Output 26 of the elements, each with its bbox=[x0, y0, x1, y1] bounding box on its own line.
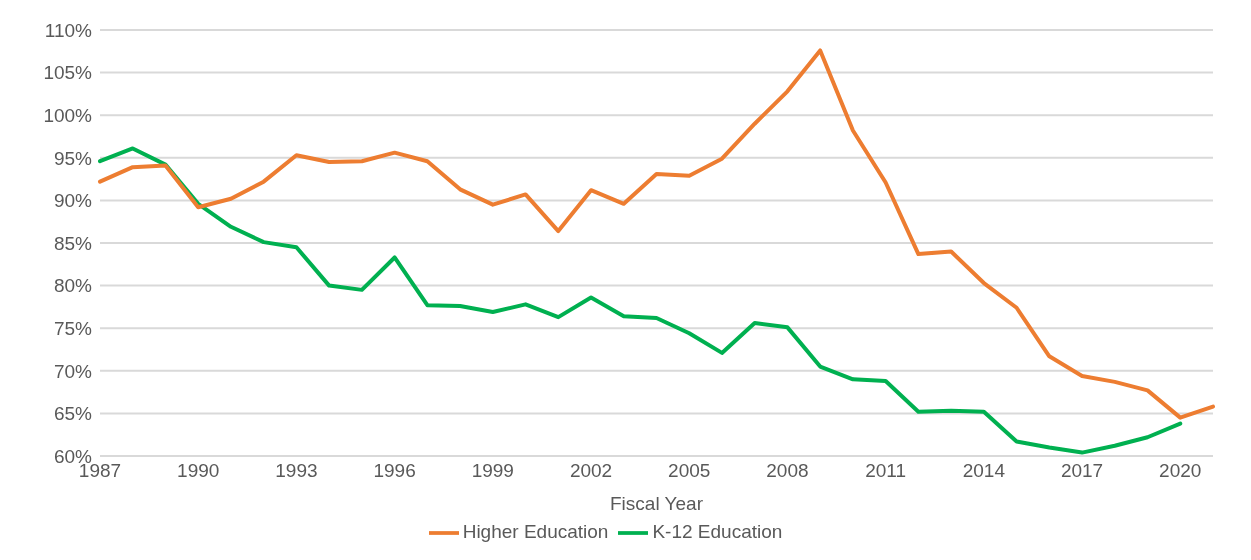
y-tick-label: 95% bbox=[53, 147, 93, 169]
line-series bbox=[98, 48, 1215, 420]
x-tick-label: 2002 bbox=[569, 460, 613, 482]
y-tick-label: 85% bbox=[53, 232, 93, 254]
legend-label: K-12 Education bbox=[652, 521, 783, 543]
legend-label: Higher Education bbox=[462, 521, 609, 543]
x-tick-label: 2014 bbox=[962, 460, 1006, 482]
y-tick-label: 75% bbox=[53, 317, 93, 339]
y-tick-label: 65% bbox=[53, 403, 93, 425]
x-tick-label: 1993 bbox=[275, 460, 318, 482]
x-tick-label: 2008 bbox=[766, 460, 809, 482]
x-tick-label: 2011 bbox=[865, 460, 907, 482]
y-tick-label: 100% bbox=[43, 104, 93, 126]
y-tick-label: 110% bbox=[44, 19, 93, 41]
x-tick-label: 1990 bbox=[177, 460, 220, 482]
y-tick-label: 80% bbox=[53, 275, 93, 297]
x-tick-label: 1999 bbox=[471, 460, 514, 482]
x-tick-label: 1996 bbox=[373, 460, 416, 482]
x-tick-label: 2017 bbox=[1060, 460, 1104, 482]
y-tick-label: 70% bbox=[53, 360, 93, 382]
y-tick-label: 105% bbox=[43, 62, 93, 84]
x-axis-title: Fiscal Year bbox=[610, 493, 704, 514]
x-tick-label: 2020 bbox=[1159, 460, 1202, 482]
x-tick-label: 2005 bbox=[668, 460, 711, 482]
y-tick-label: 90% bbox=[53, 190, 93, 212]
line-series bbox=[98, 146, 1183, 455]
